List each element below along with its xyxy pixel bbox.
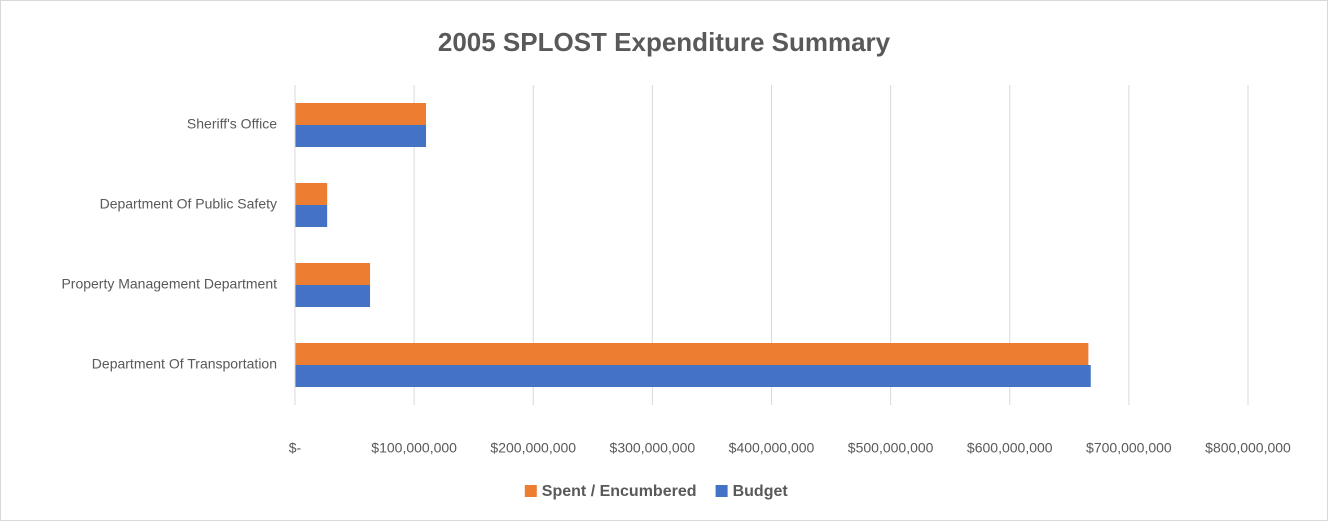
x-tick-label: $100,000,000 (371, 440, 457, 456)
x-tick-label: $800,000,000 (1205, 440, 1291, 456)
x-tick-label: $600,000,000 (967, 440, 1053, 456)
y-tick-label: Property Management Department (61, 276, 277, 292)
y-tick-label: Department Of Public Safety (100, 196, 277, 212)
x-tick-label: $400,000,000 (729, 440, 815, 456)
legend-swatch (524, 485, 537, 497)
x-tick-label: $500,000,000 (848, 440, 934, 456)
bar (295, 183, 328, 205)
y-tick-label: Sheriff's Office (187, 116, 277, 132)
x-tick-label: $700,000,000 (1086, 440, 1172, 456)
bar (295, 125, 427, 147)
bar (295, 343, 1089, 365)
legend-label: Spent / Encumbered (542, 483, 697, 500)
bar (295, 263, 371, 285)
chart-title: 2005 SPLOST Expenditure Summary (438, 27, 891, 57)
legend-label: Budget (733, 483, 789, 500)
y-tick-label: Department Of Transportation (92, 356, 277, 372)
bar (295, 205, 328, 227)
bar (295, 365, 1091, 387)
bar (295, 103, 427, 125)
x-tick-label: $300,000,000 (610, 440, 696, 456)
bar (295, 285, 371, 307)
legend-swatch (715, 485, 728, 497)
x-tick-label: $200,000,000 (490, 440, 576, 456)
x-tick-label: $- (289, 440, 302, 456)
